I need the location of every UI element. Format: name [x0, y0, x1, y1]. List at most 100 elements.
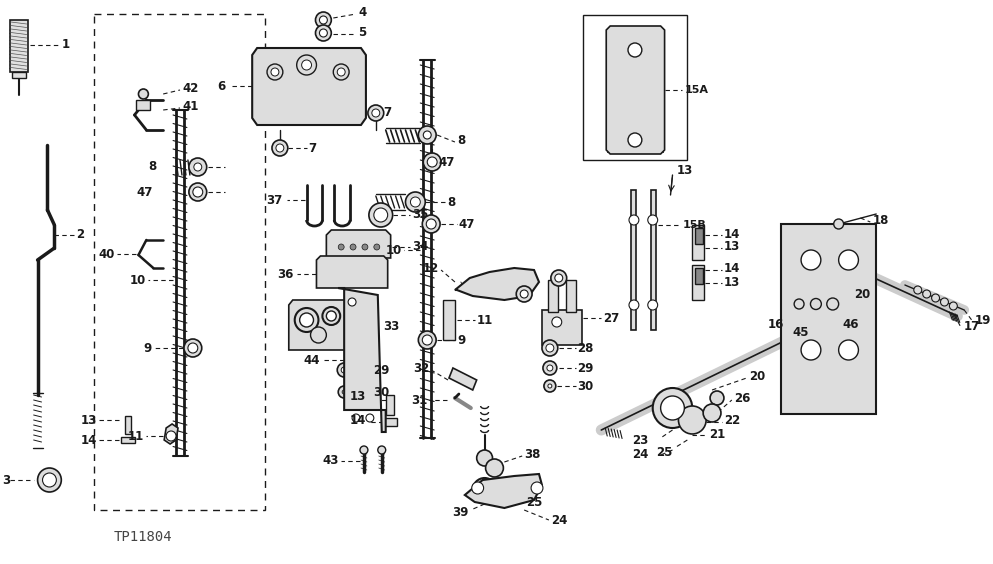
Bar — [121, 437, 134, 443]
Circle shape — [710, 391, 724, 405]
Circle shape — [320, 16, 328, 24]
Text: 17: 17 — [963, 320, 979, 333]
Text: 47: 47 — [137, 186, 153, 199]
Circle shape — [418, 331, 436, 349]
Text: 45: 45 — [792, 325, 809, 338]
Circle shape — [801, 340, 821, 360]
Circle shape — [647, 300, 657, 310]
Circle shape — [827, 298, 839, 310]
Circle shape — [516, 286, 532, 302]
Circle shape — [546, 344, 554, 352]
Text: 18: 18 — [872, 214, 889, 227]
Bar — [124, 416, 130, 434]
Text: 20: 20 — [854, 288, 871, 301]
Circle shape — [373, 208, 387, 222]
Text: 10: 10 — [130, 274, 146, 287]
Bar — [695, 268, 703, 284]
Polygon shape — [252, 48, 365, 125]
Bar — [781, 224, 876, 414]
Text: 13: 13 — [350, 390, 365, 403]
Bar — [10, 20, 28, 72]
Bar — [542, 310, 582, 345]
Circle shape — [922, 290, 930, 298]
Circle shape — [477, 450, 493, 466]
Circle shape — [311, 327, 327, 343]
Circle shape — [300, 313, 314, 327]
Circle shape — [189, 158, 207, 176]
Text: 9: 9 — [457, 333, 465, 346]
Circle shape — [138, 89, 148, 99]
Bar — [695, 228, 703, 244]
Circle shape — [189, 183, 207, 201]
Circle shape — [520, 290, 528, 298]
Circle shape — [276, 144, 284, 152]
Text: 29: 29 — [578, 362, 594, 374]
Circle shape — [491, 464, 498, 472]
Text: 15A: 15A — [684, 85, 708, 95]
Bar — [443, 300, 455, 340]
Circle shape — [472, 482, 484, 494]
Text: 13: 13 — [676, 164, 693, 177]
Circle shape — [555, 274, 563, 282]
Circle shape — [297, 55, 317, 75]
Text: 36: 36 — [277, 267, 294, 280]
Circle shape — [629, 215, 638, 225]
Text: 7: 7 — [383, 107, 392, 120]
Text: 9: 9 — [143, 341, 151, 355]
Circle shape — [531, 482, 543, 494]
Text: 25: 25 — [656, 447, 672, 460]
Text: 8: 8 — [447, 196, 455, 209]
Circle shape — [801, 250, 821, 270]
Circle shape — [339, 386, 351, 398]
Circle shape — [678, 406, 706, 434]
Text: 47: 47 — [438, 156, 455, 169]
Text: 2: 2 — [76, 228, 84, 241]
Circle shape — [647, 215, 657, 225]
Text: 10: 10 — [385, 244, 401, 257]
Circle shape — [184, 339, 202, 357]
Text: 20: 20 — [749, 371, 765, 384]
Circle shape — [349, 298, 356, 306]
Text: 3: 3 — [2, 474, 10, 487]
Circle shape — [302, 60, 312, 70]
Text: 7: 7 — [309, 142, 317, 155]
Text: 35: 35 — [412, 209, 429, 222]
Circle shape — [377, 446, 385, 454]
Text: 42: 42 — [182, 82, 199, 95]
Circle shape — [426, 219, 436, 229]
Text: 11: 11 — [477, 314, 493, 327]
Polygon shape — [607, 26, 664, 154]
Circle shape — [544, 380, 556, 392]
Circle shape — [410, 197, 420, 207]
Polygon shape — [449, 368, 477, 390]
Text: 24: 24 — [633, 448, 648, 461]
Circle shape — [628, 133, 641, 147]
Text: 39: 39 — [453, 505, 469, 518]
Text: 26: 26 — [734, 393, 750, 406]
Circle shape — [316, 12, 332, 28]
Text: 22: 22 — [724, 415, 740, 428]
Text: 15B: 15B — [682, 220, 706, 230]
Circle shape — [353, 414, 360, 422]
Text: 31: 31 — [411, 394, 427, 407]
Circle shape — [43, 473, 57, 487]
Circle shape — [373, 244, 379, 250]
Circle shape — [295, 308, 319, 332]
Circle shape — [703, 404, 721, 422]
Circle shape — [542, 340, 558, 356]
Bar — [382, 418, 396, 426]
Circle shape — [188, 343, 198, 353]
Circle shape — [940, 298, 948, 306]
Text: 13: 13 — [724, 240, 740, 253]
Text: 30: 30 — [578, 380, 594, 393]
Text: 8: 8 — [148, 161, 156, 174]
Polygon shape — [289, 300, 356, 350]
Circle shape — [628, 43, 641, 57]
Text: 30: 30 — [372, 386, 389, 399]
Text: 29: 29 — [372, 364, 389, 377]
Circle shape — [166, 431, 176, 441]
Text: 8: 8 — [457, 134, 465, 148]
Text: 13: 13 — [724, 275, 740, 289]
Circle shape — [423, 153, 441, 171]
Text: 1: 1 — [62, 38, 70, 51]
